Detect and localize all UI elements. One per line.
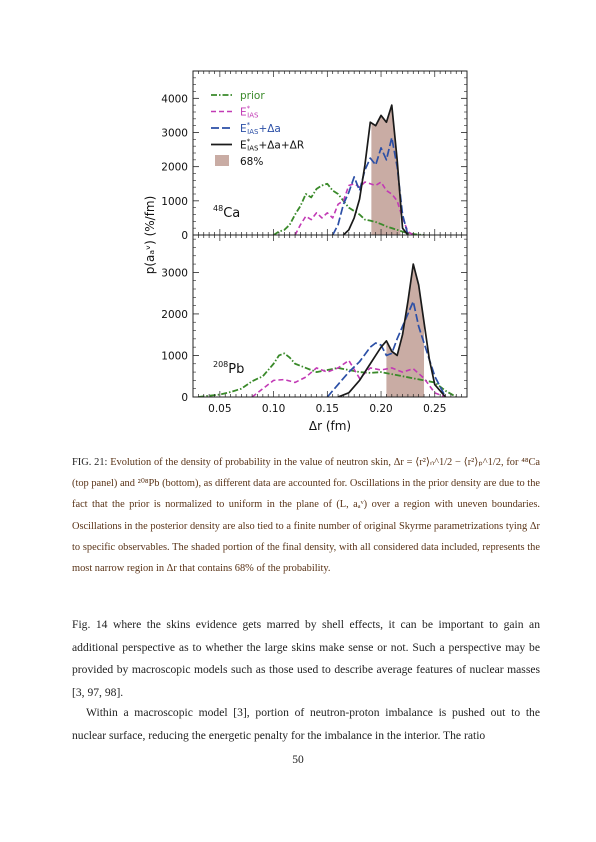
series-line (342, 104, 409, 235)
series-line (337, 263, 447, 397)
y-tick-label: 2000 (161, 162, 188, 174)
legend-label: 68% (240, 156, 263, 168)
legend-label: E* IAS+Δa+ΔR (240, 138, 304, 153)
x-tick-label: 0.20 (369, 403, 392, 415)
y-tick-label: 0 (181, 392, 188, 404)
y-tick-label: 1000 (161, 196, 188, 208)
page-number: 50 (292, 754, 304, 766)
legend-label: prior (240, 90, 265, 102)
caption-text: Evolution of the density of probability … (72, 457, 540, 575)
y-tick-label: 4000 (161, 93, 188, 105)
x-axis-label: Δr (fm) (309, 419, 351, 433)
x-tick-label: 0.15 (316, 403, 339, 415)
x-tick-label: 0.10 (262, 403, 285, 415)
nucleus-label-48ca: 48Ca (213, 204, 240, 221)
body-paragraph-1: Fig. 14 where the skins evidence gets ma… (72, 618, 540, 699)
caption-label: FIG. 21: (72, 457, 108, 468)
body-paragraph-2: Within a macroscopic model [3], portion … (72, 706, 540, 742)
series-line (331, 136, 409, 235)
series-line (198, 352, 457, 397)
axis-labels: 48Ca 208Pb Δr (fm) p(aₐᵛ) (%/fm) (143, 196, 351, 433)
y-tick-label: 3000 (161, 267, 188, 279)
series-line (294, 181, 414, 235)
x-tick-label: 0.05 (208, 403, 231, 415)
band-68-percent (386, 265, 425, 397)
band-68-percent (371, 105, 401, 235)
legend-swatch-68 (215, 155, 229, 166)
legend-label: E* IAS+Δa (240, 121, 281, 136)
y-axis-label: p(aₐᵛ) (%/fm) (143, 196, 157, 275)
x-tick-label: 0.25 (423, 403, 446, 415)
series-line (273, 182, 425, 235)
nucleus-label-208pb: 208Pb (213, 360, 244, 377)
panel-bottom-208pb: 0 1000 2000 3000 0.05 0.10 0.15 0.20 0.25 (161, 234, 468, 415)
y-tick-label: 3000 (161, 128, 188, 140)
y-tick-label: 0 (181, 230, 188, 242)
y-tick-label: 1000 (161, 350, 188, 362)
figure-caption: FIG. 21: Evolution of the density of pro… (72, 452, 540, 579)
plot-frame (192, 234, 468, 398)
y-tick-label: 2000 (161, 309, 188, 321)
panel-top-48ca: 0 1000 2000 3000 4000 (161, 70, 468, 242)
legend-label: E* IAS (240, 105, 259, 120)
series-line (326, 300, 447, 397)
